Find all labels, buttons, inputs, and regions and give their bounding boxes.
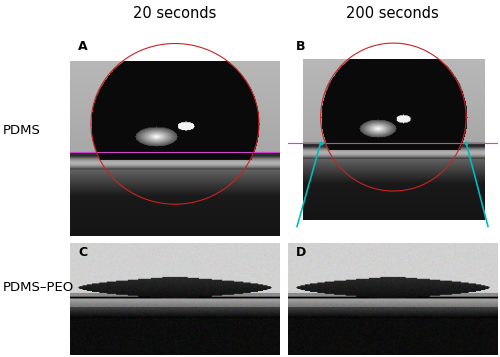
- Text: 200 seconds: 200 seconds: [346, 6, 439, 21]
- Text: PDMS–PEO: PDMS–PEO: [2, 281, 74, 294]
- Text: D: D: [296, 246, 306, 259]
- Text: PDMS: PDMS: [2, 124, 40, 137]
- Text: C: C: [78, 246, 88, 259]
- Text: 20 seconds: 20 seconds: [134, 6, 216, 21]
- Text: A: A: [78, 40, 88, 53]
- Text: B: B: [296, 40, 306, 53]
